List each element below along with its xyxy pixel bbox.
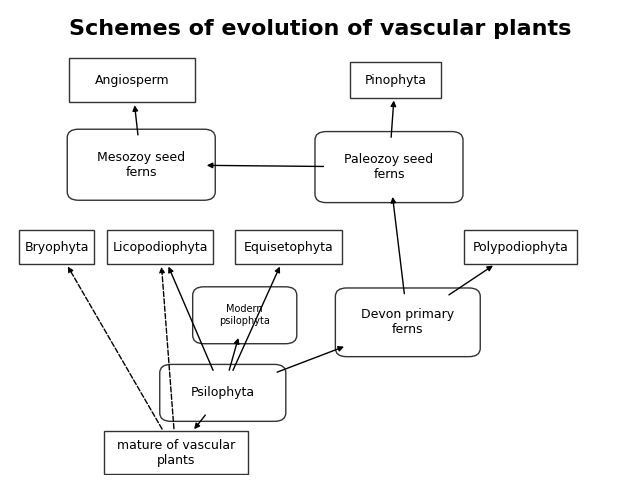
FancyBboxPatch shape — [335, 288, 480, 357]
FancyBboxPatch shape — [315, 132, 463, 203]
Text: Psilophyta: Psilophyta — [191, 386, 255, 399]
FancyBboxPatch shape — [464, 230, 577, 264]
FancyBboxPatch shape — [350, 62, 441, 98]
Text: Angiosperm: Angiosperm — [95, 73, 169, 86]
FancyBboxPatch shape — [193, 287, 297, 344]
Text: Mesozoy seed
ferns: Mesozoy seed ferns — [97, 151, 186, 179]
FancyBboxPatch shape — [160, 364, 286, 421]
Text: mature of vascular
plants: mature of vascular plants — [116, 439, 235, 467]
FancyBboxPatch shape — [19, 230, 94, 264]
Text: Bryophyta: Bryophyta — [24, 240, 89, 253]
FancyBboxPatch shape — [236, 230, 342, 264]
Text: Polypodiophyta: Polypodiophyta — [473, 240, 569, 253]
Text: Equisetophyta: Equisetophyta — [244, 240, 333, 253]
FancyBboxPatch shape — [69, 58, 195, 102]
Text: Licopodiophyta: Licopodiophyta — [112, 240, 208, 253]
Text: Pinophyta: Pinophyta — [364, 73, 426, 86]
FancyBboxPatch shape — [107, 230, 213, 264]
FancyBboxPatch shape — [67, 129, 215, 200]
Text: Devon primary
ferns: Devon primary ferns — [361, 308, 454, 336]
Text: Modern
psilophyta: Modern psilophyta — [220, 304, 270, 326]
Text: Schemes of evolution of vascular plants: Schemes of evolution of vascular plants — [69, 19, 571, 39]
Text: Paleozoy seed
ferns: Paleozoy seed ferns — [344, 153, 433, 181]
FancyBboxPatch shape — [104, 432, 248, 474]
